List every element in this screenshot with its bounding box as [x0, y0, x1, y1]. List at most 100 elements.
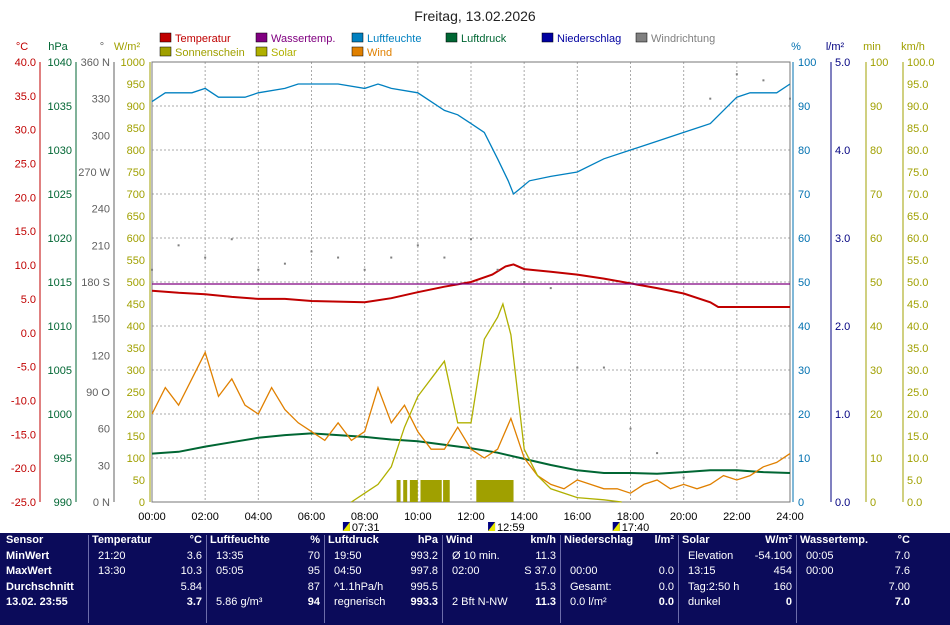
stat-text: Ø 10 min. — [452, 549, 500, 562]
wind-direction-point — [310, 250, 313, 253]
stat-text: l/m² — [654, 534, 674, 546]
min-axis-tick: 80 — [870, 145, 882, 157]
hum-axis-unit: % — [791, 41, 801, 53]
legend-swatch — [541, 32, 554, 43]
wind-axis-tick: 10.0 — [907, 453, 928, 465]
dir-axis-tick: 90 O — [86, 387, 110, 399]
time-tick: 14:00 — [510, 511, 538, 523]
rain-axis-unit: l/m² — [826, 41, 845, 53]
hum-axis-tick: 100 — [798, 57, 816, 69]
wind-direction-point — [390, 256, 393, 259]
stat-text: 21:20 — [98, 549, 126, 562]
stat-text: °C — [189, 534, 202, 546]
wind-direction-point — [682, 476, 685, 479]
time-tick: 20:00 — [670, 511, 698, 523]
press-axis-tick: 1035 — [48, 101, 72, 113]
press-axis-tick: 1000 — [48, 409, 72, 421]
legend-label: Sonnenschein — [175, 47, 245, 59]
rain-axis-tick: 0.0 — [835, 497, 850, 509]
hum-axis-tick: 30 — [798, 365, 810, 377]
stat-text: 13:15 — [688, 565, 716, 577]
temp-axis-tick: 5.0 — [21, 294, 36, 306]
solar-axis-tick: 150 — [127, 431, 145, 443]
wind-direction-point — [735, 73, 738, 76]
sunshine-bar — [396, 480, 401, 502]
rain-axis-tick: 4.0 — [835, 145, 850, 157]
min-axis-tick: 40 — [870, 321, 882, 333]
stat-text: Gesamt: — [570, 580, 612, 593]
hum-axis-tick: 50 — [798, 277, 810, 289]
min-axis-tick: 10 — [870, 453, 882, 465]
stats-column: Temperatur °C 21:20 3.6 13:30 10.3 5.84 3.7 — [92, 533, 202, 625]
temp-axis-tick: 20.0 — [15, 192, 36, 204]
stat-text: °C — [897, 534, 910, 546]
wind-axis-tick: 80.0 — [907, 145, 928, 157]
stat-text: 95 — [307, 565, 320, 577]
wind-axis-tick: 70.0 — [907, 189, 928, 201]
dir-axis-tick: 0 N — [93, 497, 110, 509]
temp-axis-tick: -15.0 — [11, 429, 36, 441]
solar-axis-tick: 800 — [127, 145, 145, 157]
temp-axis-tick: 0.0 — [21, 328, 36, 340]
temp-axis-tick: 40.0 — [15, 57, 36, 69]
wind-direction-point — [549, 287, 552, 290]
series-line-solar — [351, 301, 622, 503]
solar-axis-tick: 900 — [127, 101, 145, 113]
stat-text: 7.0 — [894, 596, 910, 608]
plot-frame — [151, 61, 791, 503]
time-tick: 04:00 — [245, 511, 273, 523]
wind-axis-tick: 90.0 — [907, 101, 928, 113]
press-axis-tick: 1015 — [48, 277, 72, 289]
wind-direction-point — [337, 256, 340, 259]
hum-axis-tick: 80 — [798, 145, 810, 157]
stat-text: 997.8 — [410, 565, 438, 577]
dir-axis-tick: 180 S — [81, 277, 110, 289]
temp-axis-tick: 35.0 — [15, 91, 36, 103]
time-tick: 08:00 — [351, 511, 379, 523]
temp-axis-tick: -20.0 — [11, 463, 36, 475]
solar-axis-tick: 700 — [127, 189, 145, 201]
time-tick: 24:00 — [776, 511, 804, 523]
press-axis-tick: 1025 — [48, 189, 72, 201]
wind-axis-tick: 20.0 — [907, 409, 928, 421]
temp-axis-unit: °C — [16, 41, 28, 53]
solar-axis-tick: 600 — [127, 233, 145, 245]
solar-axis-unit: W/m² — [114, 41, 141, 53]
legend-label: Niederschlag — [557, 33, 621, 45]
stat-text: Solar — [682, 534, 710, 546]
wind-axis-tick: 85.0 — [907, 123, 928, 135]
stat-text: 87 — [307, 580, 320, 593]
solar-axis-tick: 300 — [127, 365, 145, 377]
stat-text: 7.00 — [888, 580, 910, 593]
stat-text: 15.3 — [534, 580, 556, 593]
legend-label: Windrichtung — [651, 33, 715, 45]
stat-text: 13.02. 23:55 — [6, 596, 68, 608]
stat-text: % — [310, 534, 320, 546]
solar-axis-tick: 200 — [127, 409, 145, 421]
legend-label: Temperatur — [175, 33, 231, 45]
stat-text: 04:50 — [334, 565, 362, 577]
rain-axis-tick: 2.0 — [835, 321, 850, 333]
wind-direction-point — [283, 262, 286, 265]
stat-text: 0.0 l/m² — [570, 596, 607, 608]
stat-text: 0 — [785, 596, 792, 608]
stat-text: Luftdruck — [328, 534, 379, 546]
min-axis-tick: 20 — [870, 409, 882, 421]
sun-marker-icon — [342, 522, 350, 531]
stat-text: 13:30 — [98, 565, 126, 577]
solar-axis-tick: 100 — [127, 453, 145, 465]
stat-text: 11.3 — [535, 596, 556, 608]
wind-direction-point — [523, 281, 526, 283]
wind-axis-tick: 50.0 — [907, 277, 928, 289]
time-tick: 16:00 — [564, 511, 592, 523]
solar-axis-tick: 1000 — [121, 57, 145, 69]
stat-text: Durchschnitt — [6, 580, 74, 593]
dir-axis-tick: 330 — [92, 94, 110, 106]
temp-axis-tick: 25.0 — [15, 159, 36, 171]
wind-direction-point — [416, 244, 419, 247]
solar-axis-tick: 850 — [127, 123, 145, 135]
stat-text: 2 Bft N-NW — [452, 596, 508, 608]
press-axis-tick: 1020 — [48, 233, 72, 245]
time-tick: 02:00 — [191, 511, 219, 523]
stat-text: 0.0 — [658, 565, 674, 577]
